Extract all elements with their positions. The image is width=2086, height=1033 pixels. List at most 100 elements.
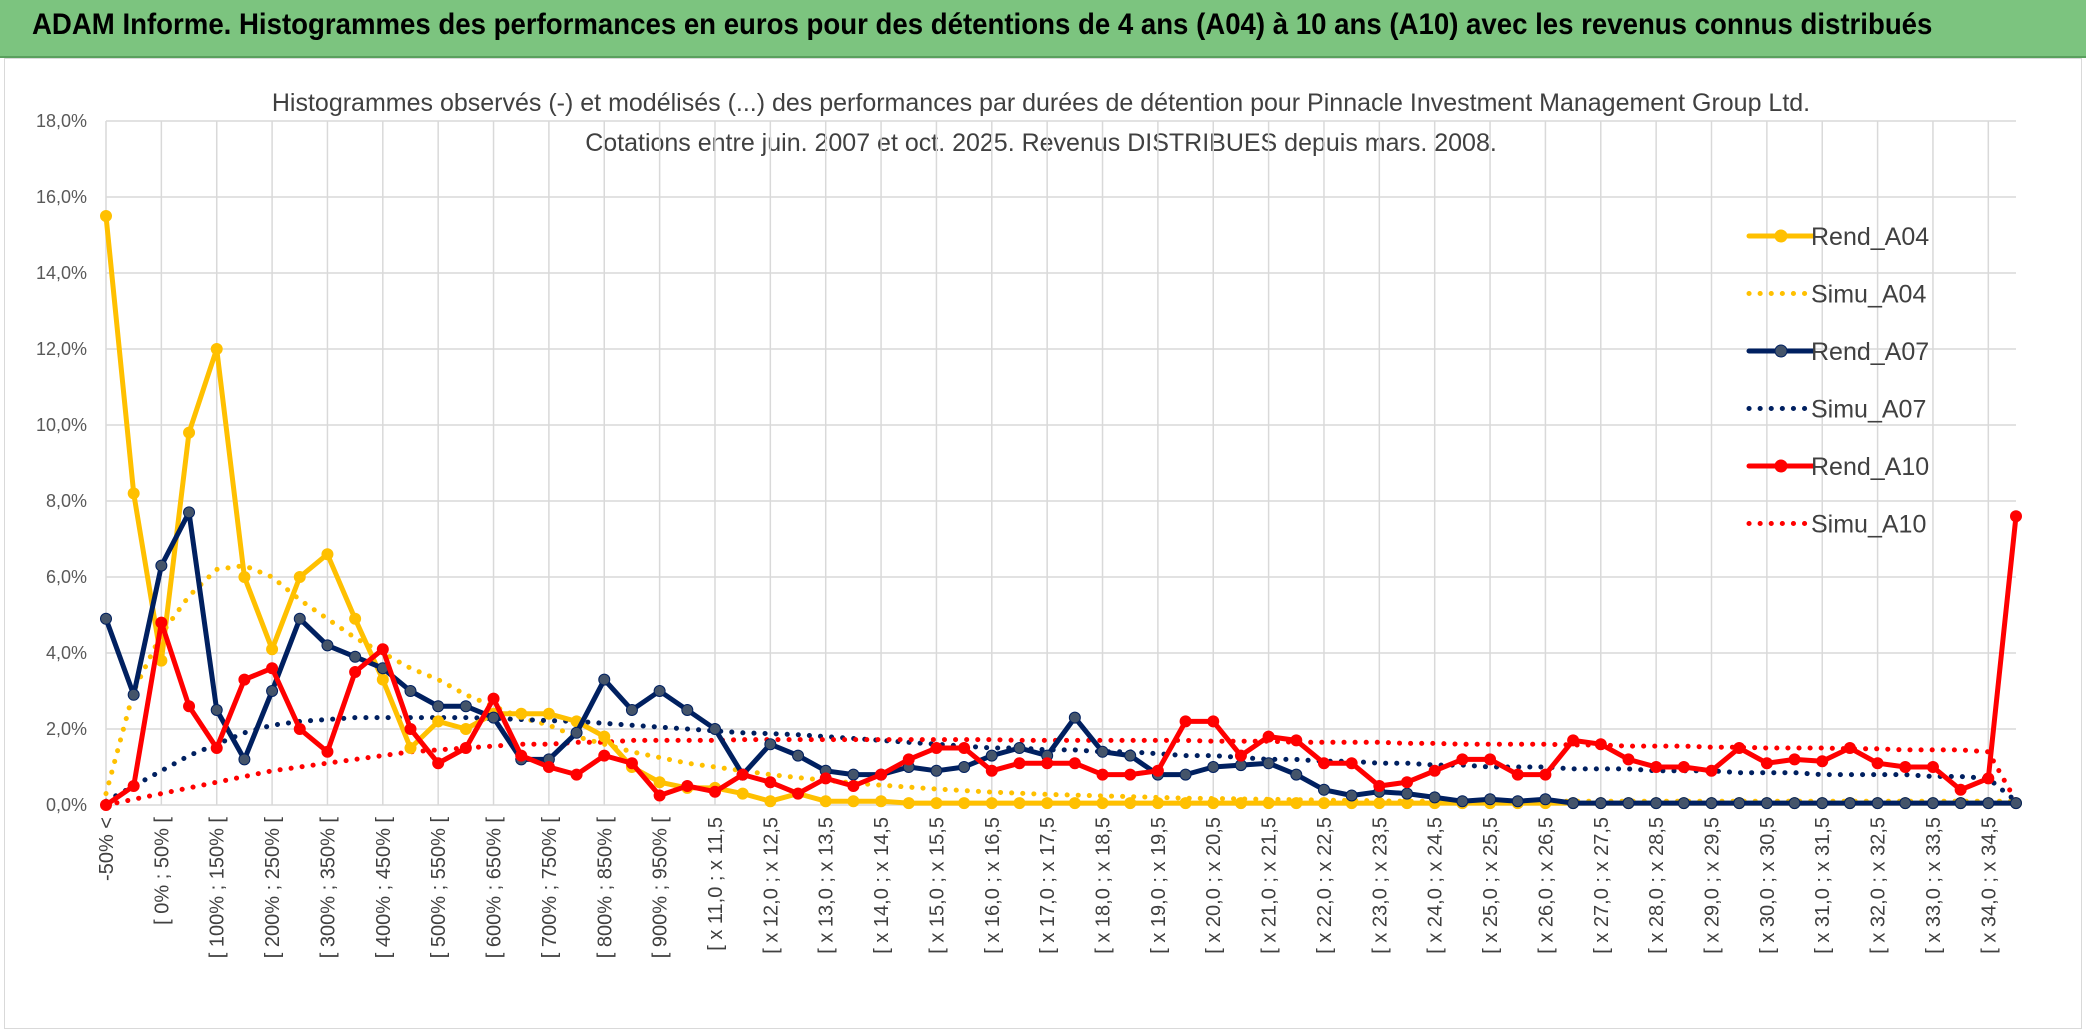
data-point <box>1843 797 1856 810</box>
x-tick-label: [ x 18,0 ; x 18,5 <box>1093 817 1115 954</box>
data-point <box>487 692 500 705</box>
data-point <box>2010 510 2022 523</box>
x-tick-label: [ 500% ; 550% [ <box>428 817 450 959</box>
data-point <box>1179 797 1192 810</box>
data-point <box>238 673 251 686</box>
data-point <box>459 723 472 735</box>
x-tick-label: [ x 22,0 ; x 22,5 <box>1314 817 1336 954</box>
data-point <box>847 795 860 808</box>
data-point <box>432 700 445 713</box>
data-point <box>1068 711 1081 724</box>
series-line-rend-a10 <box>103 513 2019 808</box>
legend: Rend_A04 Simu_A04 Rend_A07 Simu_A07 Rend_A10… <box>1746 223 1929 539</box>
data-point <box>1982 797 1995 810</box>
x-tick-label: [ x 24,0 ; x 24,5 <box>1425 817 1447 954</box>
data-point <box>625 704 638 716</box>
page-title: ADAM Informe. Histogrammes des performan… <box>32 8 1933 41</box>
data-point <box>1622 797 1635 810</box>
data-point <box>1013 797 1026 810</box>
legend-label: Rend_A07 <box>1811 338 1929 366</box>
x-tick-label: [ x 11,0 ; x 11,5 <box>705 817 727 951</box>
data-point <box>1290 768 1303 781</box>
data-point <box>930 742 943 754</box>
x-tick-label: [ 300% ; 350% [ <box>317 817 339 959</box>
data-point <box>1677 797 1690 810</box>
x-tick-label: [ 800% ; 850% [ <box>594 817 616 959</box>
x-tick-label: [ x 25,0 ; x 25,5 <box>1480 817 1502 954</box>
data-point <box>2010 797 2022 810</box>
data-point <box>598 730 611 743</box>
data-point <box>1124 797 1137 810</box>
data-point <box>570 768 583 781</box>
data-point <box>127 487 140 500</box>
data-point <box>100 799 112 811</box>
series-line-simu-a07 <box>103 715 2019 804</box>
data-point <box>930 764 943 777</box>
legend-label: Rend_A10 <box>1811 453 1929 481</box>
x-tick-label: [ x 31,0 ; x 31,5 <box>1812 817 1834 954</box>
data-point <box>1013 757 1026 770</box>
data-point <box>1650 797 1663 810</box>
data-point <box>598 673 611 686</box>
data-point <box>1594 797 1607 810</box>
data-point <box>266 662 279 675</box>
data-point <box>792 787 805 800</box>
y-tick-label: 12,0% <box>36 339 87 359</box>
data-point <box>349 650 362 663</box>
data-point <box>819 772 832 785</box>
data-point <box>764 795 777 808</box>
x-tick-label: [ x 27,0 ; x 27,5 <box>1591 817 1613 954</box>
data-point <box>708 723 721 735</box>
data-point <box>1124 749 1137 762</box>
data-point <box>1428 764 1441 777</box>
data-point <box>1179 715 1192 728</box>
header-banner: ADAM Informe. Histogrammes des performan… <box>0 0 2086 58</box>
x-tick-label: [ 600% ; 650% [ <box>484 817 506 959</box>
data-point <box>930 797 943 810</box>
data-point <box>127 688 140 701</box>
legend-marker <box>1774 229 1788 243</box>
x-tick-label: [ x 32,0 ; x 32,5 <box>1868 817 1890 954</box>
data-point <box>1317 783 1330 796</box>
data-point <box>1539 793 1552 806</box>
data-point <box>1151 797 1164 810</box>
chart-subtitle-line1: Histogrammes observés (-) et modélisés (… <box>272 89 1810 117</box>
x-tick-label: [ x 30,0 ; x 30,5 <box>1757 817 1779 954</box>
data-point <box>1151 764 1164 777</box>
data-point <box>1871 797 1884 810</box>
data-point <box>432 715 445 728</box>
data-point <box>764 776 777 789</box>
data-point <box>349 612 362 625</box>
data-point <box>1262 797 1275 810</box>
data-point <box>875 768 888 781</box>
legend-label: Simu_A07 <box>1811 396 1926 424</box>
data-point <box>1290 797 1303 810</box>
data-point <box>1317 757 1330 770</box>
data-point <box>1511 768 1524 781</box>
data-point <box>127 780 140 792</box>
data-point <box>459 742 472 754</box>
data-point <box>681 780 694 792</box>
data-point <box>1733 742 1746 754</box>
series-line-rend-a07 <box>103 509 2019 806</box>
data-point <box>792 749 805 762</box>
data-point <box>293 571 306 583</box>
data-point <box>985 797 998 810</box>
data-point <box>210 742 223 754</box>
data-point <box>1207 715 1220 728</box>
y-tick-label: 18,0% <box>36 111 87 131</box>
data-point <box>819 795 832 808</box>
data-point <box>1484 793 1497 806</box>
data-point <box>515 707 528 720</box>
x-tick-label: [ x 14,0 ; x 14,5 <box>871 817 893 954</box>
legend-marker <box>1774 459 1788 473</box>
y-tick-label: 4,0% <box>46 643 87 663</box>
data-point <box>985 749 998 762</box>
data-point <box>902 797 915 810</box>
legend-marker <box>1774 344 1788 358</box>
x-tick-label: [ 0% ; 50% [ <box>151 817 173 925</box>
x-tick-label: [ 700% ; 750% [ <box>539 817 561 959</box>
y-tick-label: 6,0% <box>46 567 87 587</box>
data-point <box>349 666 362 678</box>
data-point <box>1207 761 1220 773</box>
